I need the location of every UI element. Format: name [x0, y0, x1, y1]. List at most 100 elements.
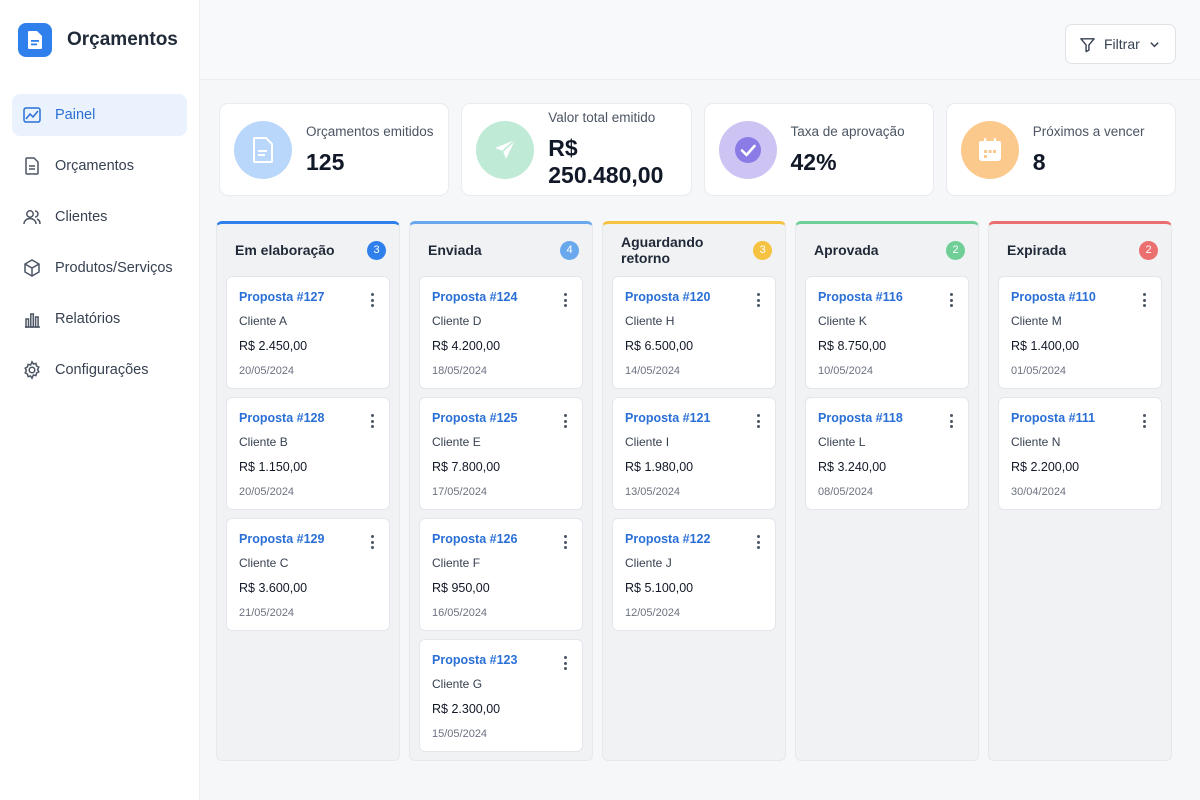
- sidebar-item-produtos[interactable]: Produtos/Serviços: [12, 247, 187, 289]
- sidebar-item-label: Relatórios: [55, 311, 121, 327]
- gear-icon: [22, 360, 42, 380]
- menu-dot: [370, 419, 374, 423]
- more-vertical-icon[interactable]: [1137, 291, 1151, 309]
- document-icon: [234, 120, 292, 179]
- column-header: Em elaboração 3: [226, 224, 390, 276]
- menu-dot: [756, 414, 760, 417]
- proposal-client: Cliente B: [239, 435, 288, 449]
- sidebar-item-relatorios[interactable]: Relatórios: [12, 298, 187, 340]
- proposal-date: 16/05/2024: [432, 607, 488, 619]
- menu-dot: [949, 298, 953, 302]
- column-count-badge: 3: [367, 240, 386, 260]
- proposal-client: Cliente E: [432, 435, 481, 449]
- proposal-value: R$ 950,00: [432, 581, 490, 595]
- more-vertical-icon[interactable]: [751, 291, 765, 309]
- proposal-card[interactable]: Proposta #118 Cliente L R$ 3.240,00 08/05/2…: [805, 397, 969, 510]
- chart-icon: [22, 105, 42, 125]
- proposal-title[interactable]: Proposta #116: [818, 290, 903, 304]
- box-icon: [22, 258, 42, 278]
- proposal-value: R$ 2.200,00: [1011, 460, 1080, 474]
- sidebar: Orçamentos Painel Orçamentos Clientes Pr…: [0, 0, 200, 800]
- users-icon: [22, 207, 42, 227]
- more-vertical-icon[interactable]: [365, 412, 379, 430]
- more-vertical-icon[interactable]: [1137, 412, 1151, 430]
- column-header: Aguardando retorno 3: [612, 224, 776, 276]
- proposal-title[interactable]: Proposta #121: [625, 411, 711, 425]
- proposal-value: R$ 4.200,00: [432, 339, 501, 353]
- proposal-card[interactable]: Proposta #126 Cliente F R$ 950,00 16/05/202…: [419, 518, 583, 631]
- app-title: Orçamentos: [67, 29, 178, 50]
- proposal-card[interactable]: Proposta #125 Cliente E R$ 7.800,00 17/05/2…: [419, 397, 583, 510]
- proposal-date: 20/05/2024: [239, 486, 295, 498]
- filter-button[interactable]: Filtrar: [1065, 24, 1176, 64]
- more-vertical-icon[interactable]: [558, 533, 572, 551]
- bar-chart-icon: [22, 309, 42, 329]
- proposal-title[interactable]: Proposta #111: [1011, 411, 1096, 425]
- proposal-date: 08/05/2024: [818, 486, 874, 498]
- proposal-client: Cliente G: [432, 677, 483, 691]
- menu-dot: [563, 304, 567, 307]
- proposal-card[interactable]: Proposta #122 Cliente J R$ 5.100,00 12/05/2…: [612, 518, 776, 631]
- stat-value: 125: [306, 148, 345, 175]
- stat-card-proximos-vencer: Próximos a vencer 8: [945, 103, 1176, 196]
- more-vertical-icon[interactable]: [751, 533, 765, 551]
- proposal-client: Cliente D: [432, 314, 482, 328]
- sidebar-item-label: Orçamentos: [55, 158, 134, 174]
- proposal-title[interactable]: Proposta #128: [239, 411, 325, 425]
- sidebar-item-orcamentos[interactable]: Orçamentos: [12, 145, 187, 187]
- proposal-title[interactable]: Proposta #118: [818, 411, 903, 425]
- proposal-card[interactable]: Proposta #110 Cliente M R$ 1.400,00 01/05/2…: [998, 276, 1162, 389]
- menu-dot: [563, 535, 567, 538]
- sidebar-item-painel[interactable]: Painel: [12, 94, 187, 136]
- proposal-title[interactable]: Proposta #126: [432, 532, 518, 546]
- proposal-title[interactable]: Proposta #127: [239, 290, 325, 304]
- menu-dot: [563, 540, 567, 544]
- proposal-value: R$ 6.500,00: [625, 339, 694, 353]
- proposal-date: 01/05/2024: [1011, 365, 1067, 377]
- proposal-title[interactable]: Proposta #110: [1011, 290, 1096, 304]
- proposal-title[interactable]: Proposta #123: [432, 653, 518, 667]
- proposal-title[interactable]: Proposta #129: [239, 532, 325, 546]
- more-vertical-icon[interactable]: [365, 533, 379, 551]
- more-vertical-icon[interactable]: [944, 412, 958, 430]
- proposal-card[interactable]: Proposta #128 Cliente B R$ 1.150,00 20/05/2…: [226, 397, 390, 510]
- more-vertical-icon[interactable]: [558, 654, 572, 672]
- proposal-client: Cliente H: [625, 314, 675, 328]
- document-icon: [18, 23, 52, 57]
- more-vertical-icon[interactable]: [365, 291, 379, 309]
- proposal-card[interactable]: Proposta #121 Cliente I R$ 1.980,00 13/05/2…: [612, 397, 776, 510]
- proposal-title[interactable]: Proposta #125: [432, 411, 518, 425]
- more-vertical-icon[interactable]: [944, 291, 958, 309]
- sidebar-item-label: Painel: [55, 107, 96, 123]
- proposal-title[interactable]: Proposta #122: [625, 532, 711, 546]
- sidebar-item-configuracoes[interactable]: Configurações: [12, 349, 187, 391]
- document-icon: [22, 156, 42, 176]
- more-vertical-icon[interactable]: [558, 291, 572, 309]
- column-count-badge: 3: [753, 240, 772, 260]
- proposal-card[interactable]: Proposta #124 Cliente D R$ 4.200,00 18/05/2…: [419, 276, 583, 389]
- column-title: Em elaboração: [235, 242, 335, 258]
- proposal-card[interactable]: Proposta #120 Cliente H R$ 6.500,00 14/05/2…: [612, 276, 776, 389]
- proposal-card[interactable]: Proposta #111 Cliente N R$ 2.200,00 30/04/2…: [998, 397, 1162, 510]
- stats-row: Orçamentos emitidos 125 Valor total emit…: [219, 103, 1176, 196]
- proposal-title[interactable]: Proposta #124: [432, 290, 518, 304]
- column-title: Enviada: [428, 242, 482, 258]
- column-count-badge: 2: [1139, 240, 1158, 260]
- proposal-client: Cliente N: [1011, 435, 1061, 449]
- proposal-client: Cliente A: [239, 314, 288, 328]
- more-vertical-icon[interactable]: [558, 412, 572, 430]
- kanban-column: Em elaboração 3 Proposta #127 Cliente A R$ 2…: [216, 221, 400, 761]
- proposal-card[interactable]: Proposta #129 Cliente C R$ 3.600,00 21/05/2…: [226, 518, 390, 631]
- proposal-card[interactable]: Proposta #116 Cliente K R$ 8.750,00 10/05/2…: [805, 276, 969, 389]
- column-header: Expirada 2: [998, 224, 1162, 276]
- kanban-column: Aguardando retorno 3 Proposta #120 Cliente …: [602, 221, 786, 761]
- menu-dot: [563, 425, 567, 428]
- proposal-title[interactable]: Proposta #120: [625, 290, 711, 304]
- menu-dot: [563, 419, 567, 423]
- proposal-card[interactable]: Proposta #127 Cliente A R$ 2.450,00 20/05/2…: [226, 276, 390, 389]
- proposal-card[interactable]: Proposta #123 Cliente G R$ 2.300,00 15/05/2…: [419, 639, 583, 752]
- menu-dot: [370, 298, 374, 302]
- stat-label: Taxa de aprovação: [790, 123, 905, 139]
- more-vertical-icon[interactable]: [751, 412, 765, 430]
- sidebar-item-clientes[interactable]: Clientes: [12, 196, 187, 238]
